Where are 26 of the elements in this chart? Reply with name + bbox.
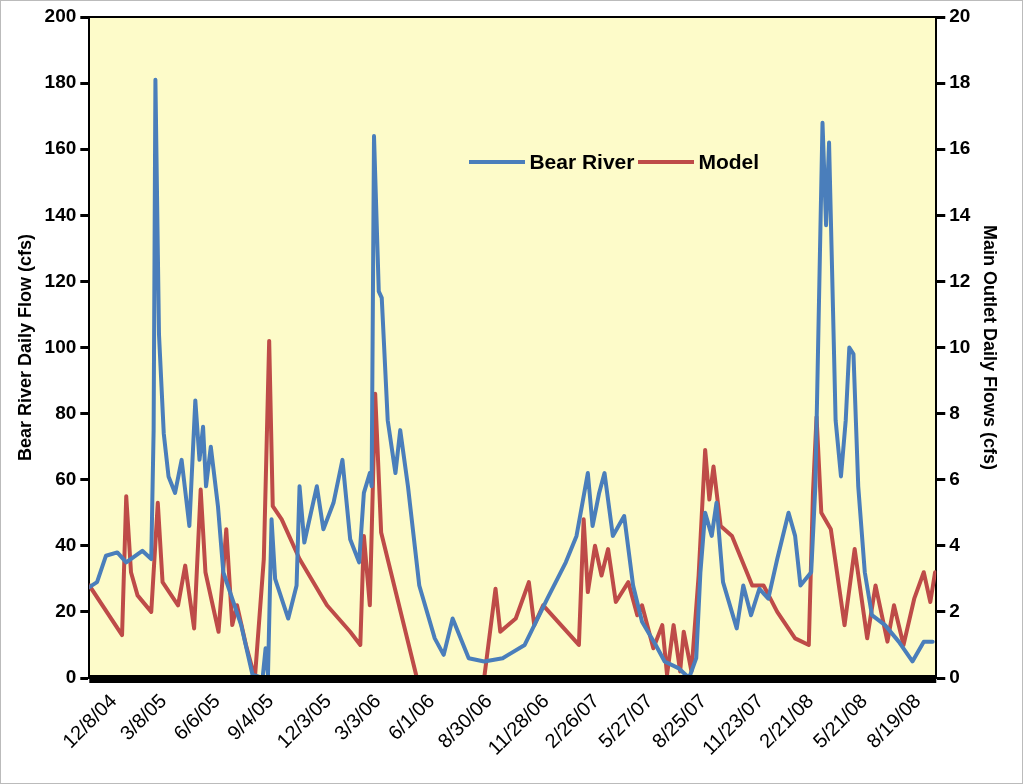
y2-tick-label: 16	[949, 137, 971, 159]
y-tick-label: 120	[44, 269, 77, 291]
legend-label: Model	[698, 150, 760, 175]
y-tick-label: 140	[44, 203, 77, 225]
legend-label: Bear River	[529, 150, 635, 175]
y-tick-label: 20	[55, 600, 77, 622]
y2-tick-label: 4	[949, 534, 961, 556]
y2-tick-label: 8	[949, 401, 960, 423]
y2-axis-title: Main Outlet Daily Flows (cfs)	[980, 224, 1001, 471]
y2-tick-label: 18	[949, 71, 971, 93]
y-tick-label: 0	[65, 666, 77, 688]
y-tick-label: 80	[55, 401, 77, 423]
y2-tick-label: 0	[949, 666, 960, 688]
y-tick-label: 200	[44, 5, 77, 27]
y2-tick-label: 10	[949, 335, 971, 357]
y2-tick-label: 12	[949, 269, 971, 291]
y2-tick-label: 20	[949, 5, 971, 27]
y-tick-label: 100	[44, 335, 77, 357]
y-tick-label: 160	[44, 137, 77, 159]
y-tick-label: 40	[55, 534, 77, 556]
y2-tick-label: 6	[949, 467, 960, 489]
y2-tick-label: 14	[949, 203, 971, 225]
y-tick-label: 180	[44, 71, 77, 93]
y-axis-title: Bear River Daily Flow (cfs)	[14, 233, 35, 462]
y-tick-label: 60	[55, 467, 77, 489]
y2-tick-label: 2	[949, 600, 960, 622]
